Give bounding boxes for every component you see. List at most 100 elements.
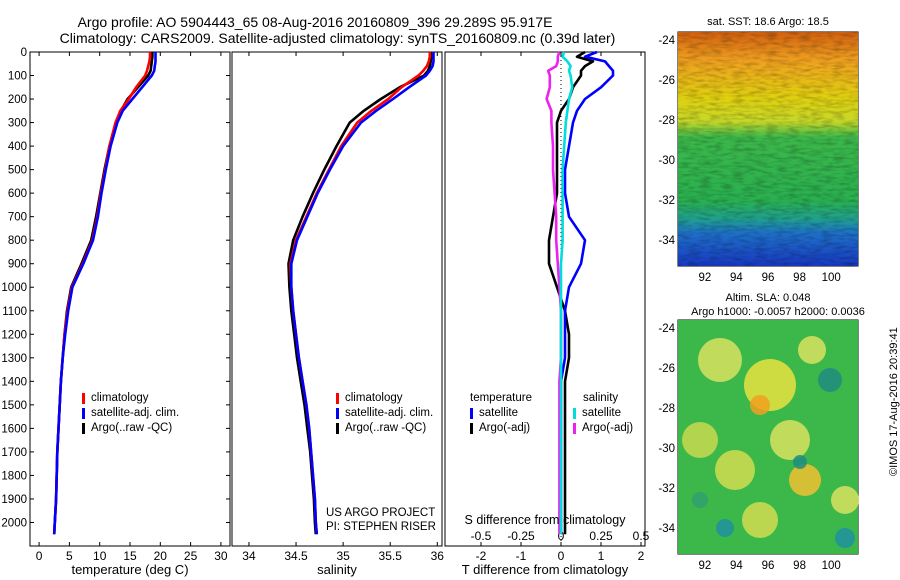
y-tick-label: 800 — [8, 235, 27, 247]
salinity-xlabel: salinity — [317, 562, 357, 577]
map-x-tick-label: 98 — [793, 272, 806, 284]
legend-label: satellite-adj. clim. — [345, 407, 434, 419]
legend-label: Argo(-adj) — [582, 422, 634, 434]
y-tick-label: 1800 — [1, 470, 27, 482]
x-tick-label: -1 — [516, 549, 527, 563]
x-tick-label: 2 — [638, 549, 645, 563]
x-tick-label: -2 — [476, 549, 487, 563]
sla-anomaly-blob — [715, 450, 755, 490]
sdiff-label: S difference from climatology — [464, 513, 626, 527]
map-y-tick-label: -26 — [658, 363, 675, 375]
map-x-tick-label: 92 — [698, 560, 711, 572]
legend-swatch-black — [82, 423, 85, 434]
x-tick-label: 35 — [336, 549, 350, 563]
temperature-xlabel: temperature (deg C) — [71, 562, 189, 577]
legend-label: climatology — [91, 392, 149, 404]
sst-map-texture — [678, 32, 858, 266]
legend-item-climatology: climatology — [336, 391, 433, 406]
map-x-tick-label: 100 — [822, 560, 841, 572]
x-tick-label: 1 — [598, 549, 605, 563]
x-tick-label: 25 — [184, 549, 198, 563]
map-x-tick-label: 94 — [730, 560, 743, 572]
x2-tick-label: 0.5 — [633, 529, 650, 543]
x-tick-label: 10 — [93, 549, 107, 563]
y-tick-label: 1100 — [2, 306, 27, 318]
legend-item-s-argo: Argo(-adj) — [573, 421, 633, 436]
map-y-tick-label: -30 — [658, 443, 675, 455]
x-tick-label: 15 — [123, 549, 137, 563]
x2-tick-label: -0.25 — [507, 529, 535, 543]
temperature-legend: climatology satellite-adj. clim. Argo(..… — [82, 391, 179, 436]
legend-swatch-black — [470, 423, 473, 434]
y-tick-label: 1700 — [1, 447, 27, 459]
sst-map-title: sat. SST: 18.6 Argo: 18.5 — [707, 16, 829, 28]
sla-anomaly-blob — [698, 338, 742, 382]
y-tick-label: 1600 — [1, 423, 27, 435]
y-tick-label: 600 — [8, 188, 27, 200]
map-y-tick-label: -32 — [658, 195, 675, 207]
legend-label: satellite-adj. clim. — [91, 407, 180, 419]
y-tick-label: 300 — [8, 118, 27, 130]
pi-name: PI: STEPHEN RISER — [326, 521, 436, 533]
map-x-tick-label: 96 — [762, 560, 775, 572]
map-y-tick-label: -26 — [658, 75, 675, 87]
legend-swatch-black — [336, 423, 339, 434]
legend-swatch-blue — [82, 408, 85, 419]
sla-map-title: Altim. SLA: 0.048 — [725, 292, 811, 304]
series-line-1 — [52, 52, 157, 535]
sla-anomaly-blob — [682, 422, 718, 458]
y-tick-label: 1200 — [1, 329, 27, 341]
x2-tick-label: -0.5 — [471, 529, 492, 543]
map-x-tick-label: 98 — [793, 560, 806, 572]
map-y-tick-label: -30 — [658, 155, 675, 167]
difference-legend-salinity: salinity satellite Argo(-adj) — [573, 391, 633, 436]
legend-item-s-satellite: satellite — [573, 406, 633, 421]
sla-anomaly-blob — [798, 336, 826, 364]
figure-title-line2: Climatology: CARS2009. Satellite-adjuste… — [59, 30, 616, 46]
x2-tick-label: 0.25 — [589, 529, 613, 543]
y-tick-label: 1400 — [1, 376, 27, 388]
legend-item-argo: Argo(..raw -QC) — [82, 421, 179, 436]
diff-series-line-0 — [559, 50, 615, 535]
map-x-tick-label: 94 — [730, 272, 743, 284]
plot-frame-differences — [444, 51, 646, 547]
y-tick-label: 1300 — [1, 353, 27, 365]
project-annotation: US ARGO PROJECT PI: STEPHEN RISER — [326, 506, 436, 534]
series-line-2 — [287, 51, 433, 535]
sla-anomaly-blob — [793, 455, 807, 469]
series-line-2 — [52, 52, 154, 535]
x-tick-label: 35.5 — [379, 549, 403, 563]
legend-swatch-blue — [336, 408, 339, 419]
map-x-tick-label: 100 — [822, 272, 841, 284]
sla-anomaly-blob — [716, 519, 734, 537]
sla-anomaly-blob — [831, 486, 859, 514]
map-y-tick-label: -24 — [658, 35, 675, 47]
legend-item-t-argo: Argo(-adj) — [470, 421, 532, 436]
sla-anomaly-blob — [789, 464, 821, 496]
legend-item-satellite: satellite-adj. clim. — [82, 406, 179, 421]
map-y-tick-label: -34 — [658, 235, 675, 247]
sla-anomaly-blob — [750, 395, 770, 415]
x-tick-label: 34 — [242, 549, 256, 563]
legend-header-temperature: temperature — [470, 392, 533, 404]
x-tick-label: 30 — [214, 549, 228, 563]
sla-anomaly-blob — [742, 502, 778, 538]
tdiff-xlabel: T difference from climatology — [461, 562, 629, 577]
x-tick-label: 34.5 — [284, 549, 308, 563]
legend-swatch-cyan — [573, 408, 576, 419]
legend-label: satellite — [479, 407, 518, 419]
legend-swatch-blue — [470, 408, 473, 419]
x-tick-label: 20 — [154, 549, 168, 563]
y-tick-label: 1900 — [1, 494, 27, 506]
y-tick-label: 500 — [8, 165, 27, 177]
y-tick-label: 1500 — [1, 400, 27, 412]
sla-anomaly-blob — [818, 368, 842, 392]
map-y-tick-label: -34 — [658, 523, 675, 535]
legend-swatch-magenta — [573, 423, 576, 434]
map-y-tick-label: -24 — [658, 323, 675, 335]
plot-frame-salinity — [231, 51, 443, 547]
x-tick-label: 36 — [431, 549, 445, 563]
legend-label: Argo(-adj) — [479, 422, 531, 434]
map-x-tick-label: 92 — [698, 272, 711, 284]
legend-label: climatology — [345, 392, 403, 404]
